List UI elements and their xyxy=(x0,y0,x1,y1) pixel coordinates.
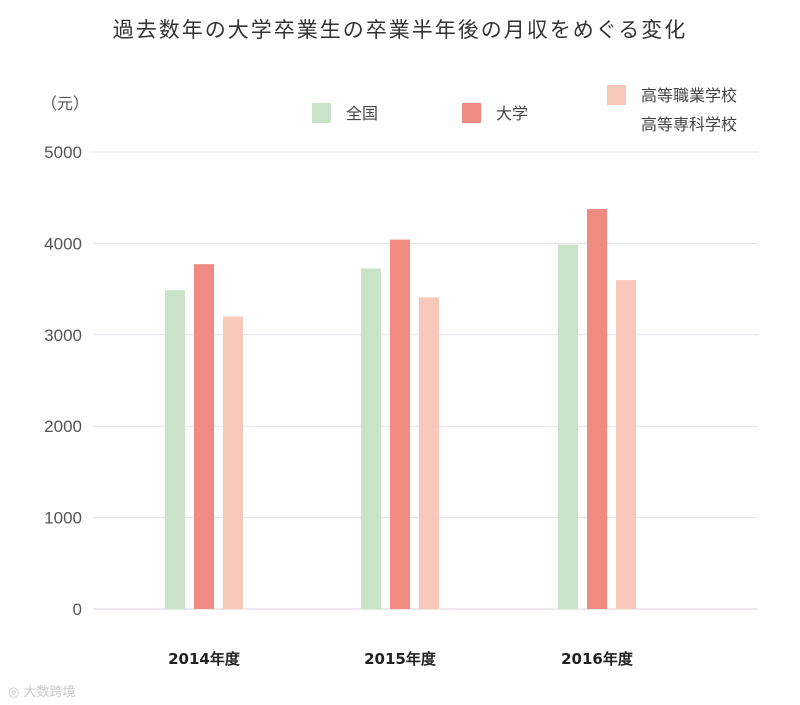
y-tick-label: 0 xyxy=(73,600,82,619)
chart-title: 過去数年の大学卒業生の卒業半年後の月収をめぐる変化 xyxy=(112,18,688,42)
bar xyxy=(194,264,214,609)
y-tick-label: 3000 xyxy=(44,326,82,345)
y-tick-label: 2000 xyxy=(44,417,82,436)
y-tick-label: 5000 xyxy=(44,143,82,162)
bar xyxy=(223,316,243,609)
bar xyxy=(587,209,607,609)
legend-swatch xyxy=(312,103,331,123)
y-tick-label: 4000 xyxy=(44,234,82,253)
bar xyxy=(390,239,410,609)
x-category-label: 2015年度 xyxy=(364,650,437,668)
legend-swatch xyxy=(462,103,481,123)
bar xyxy=(558,244,578,609)
legend-label: 全国 xyxy=(346,104,378,123)
legend-label: 高等職業学校 xyxy=(641,86,737,105)
x-category-label: 2014年度 xyxy=(168,650,241,668)
legend-label: 高等専科学校 xyxy=(641,115,737,134)
legend-label: 大学 xyxy=(496,104,528,123)
y-tick-label: 1000 xyxy=(44,509,82,528)
bar xyxy=(419,297,439,609)
legend-swatch xyxy=(607,85,626,105)
x-category-label: 2016年度 xyxy=(561,650,634,668)
bar xyxy=(165,290,185,609)
watermark-logo: ◎ 大数跨境 xyxy=(8,681,76,700)
bar xyxy=(616,280,636,609)
watermark-icon: ◎ xyxy=(8,685,20,700)
bar xyxy=(361,268,381,609)
y-axis-unit-label: （元） xyxy=(41,94,89,113)
watermark-text: 大数跨境 xyxy=(23,685,76,700)
